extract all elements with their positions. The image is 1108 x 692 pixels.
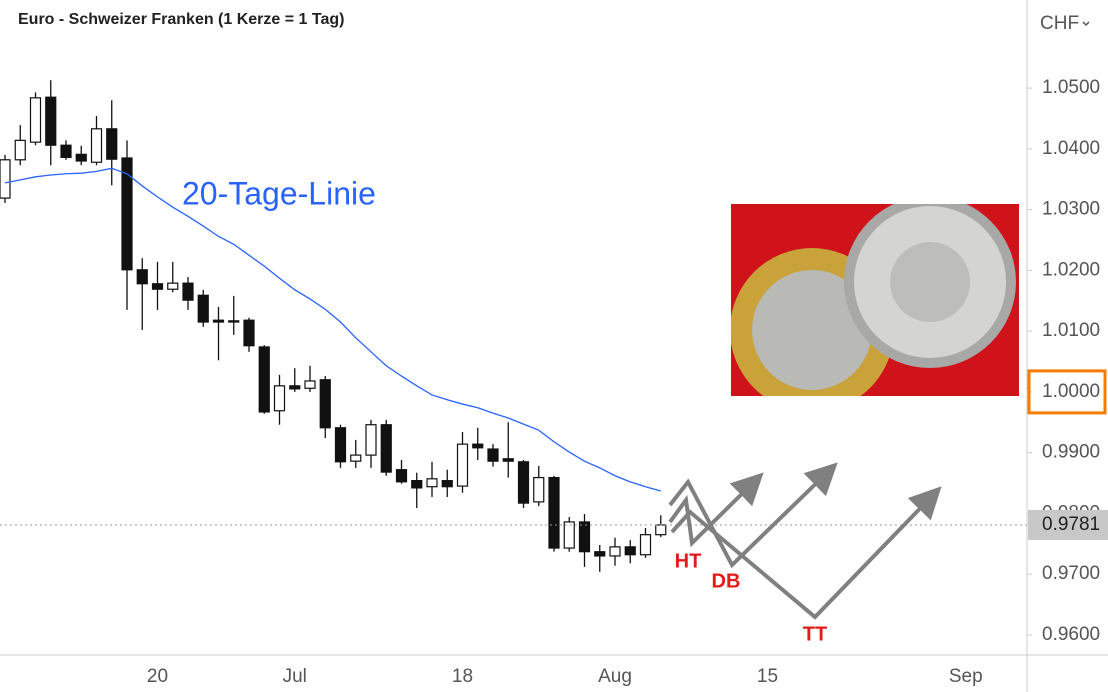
x-tick-label: 15	[757, 666, 778, 687]
candle-body	[14, 139, 26, 161]
y-tick-label: 1.0000	[1042, 381, 1100, 402]
currency-label: CHF	[1040, 13, 1079, 34]
candle-body	[304, 380, 316, 389]
candle-body	[548, 476, 560, 549]
scenario-label: DB	[712, 570, 741, 592]
candle-body	[29, 97, 42, 143]
candle-body	[319, 379, 331, 429]
candle-body	[487, 448, 499, 462]
candle-body	[334, 427, 347, 463]
candle-body	[121, 157, 133, 271]
candle-body	[228, 320, 240, 323]
candle-body	[243, 319, 255, 347]
chart-title: Euro - Schweizer Franken (1 Kerze = 1 Ta…	[18, 11, 344, 28]
candle-body	[411, 480, 423, 489]
x-tick-label: Sep	[949, 666, 983, 687]
candle-body	[167, 282, 179, 290]
highlight-box	[1027, 369, 1107, 415]
x-tick-label: Aug	[598, 666, 632, 687]
last-price-label: 0.9781	[1042, 514, 1100, 535]
candle-body	[639, 534, 652, 556]
candle-body	[151, 283, 164, 290]
scenario-arrows	[668, 462, 942, 620]
candle-body	[502, 458, 514, 462]
candle-body	[60, 144, 72, 158]
candle-body	[90, 128, 103, 163]
currency-chevron	[1082, 21, 1090, 27]
candle-body	[75, 153, 87, 162]
candle-body	[395, 469, 408, 483]
candle-body	[594, 551, 606, 557]
y-tick-label: 1.0200	[1042, 259, 1100, 280]
candle-body	[609, 546, 621, 557]
candle-body	[380, 424, 392, 473]
y-tick-label: 1.0400	[1042, 138, 1100, 159]
candle-body	[0, 159, 11, 199]
candle-body	[212, 319, 225, 323]
candle-body	[426, 478, 438, 488]
ma-line	[4, 167, 661, 492]
candle-body	[472, 443, 484, 449]
scenario-label: TT	[803, 623, 827, 645]
last-price-box	[1028, 509, 1108, 540]
y-tick-label: 0.9600	[1042, 624, 1100, 645]
photo	[731, 204, 1019, 396]
candle-body	[197, 294, 209, 323]
candle-body	[182, 282, 194, 301]
candle-body	[563, 521, 575, 549]
candle-body	[624, 546, 636, 556]
candle-body	[456, 443, 469, 487]
x-tick-label: Jul	[283, 666, 307, 687]
candle-body	[258, 346, 270, 413]
candle-body	[578, 521, 591, 553]
candle-body	[441, 480, 453, 488]
candle-body	[289, 385, 301, 390]
candle-body	[136, 269, 148, 285]
scenario-label: HT	[675, 550, 702, 572]
x-tick-label: 18	[452, 666, 473, 687]
y-tick-label: 1.0300	[1042, 199, 1100, 220]
candle-body	[533, 476, 545, 503]
series-label: 20-Tage-Linie	[182, 175, 376, 211]
x-tick-label: 20	[147, 666, 168, 687]
candle-body	[106, 128, 118, 160]
y-tick-label: 1.0100	[1042, 320, 1100, 341]
candle-body	[365, 424, 377, 456]
candle-body	[655, 524, 667, 536]
candle-body	[517, 461, 530, 504]
y-tick-label: 0.9900	[1042, 442, 1100, 463]
plot-area: 20-Tage-Linie	[0, 80, 1027, 572]
candle-body	[350, 454, 362, 462]
candle-body	[273, 385, 286, 412]
y-tick-label: 1.0500	[1042, 77, 1100, 98]
y-tick-label: 0.9700	[1042, 563, 1100, 584]
candle-body	[45, 96, 57, 146]
